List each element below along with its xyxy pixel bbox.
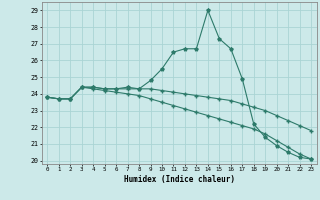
- X-axis label: Humidex (Indice chaleur): Humidex (Indice chaleur): [124, 175, 235, 184]
